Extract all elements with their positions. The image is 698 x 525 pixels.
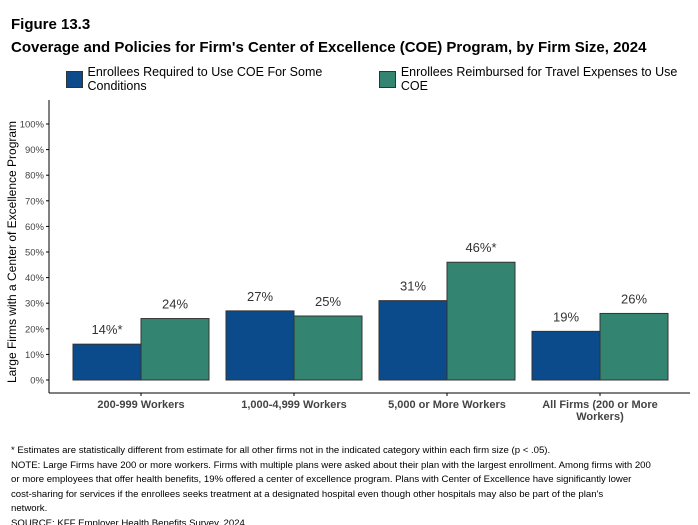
y-tick-label: 40% xyxy=(25,273,45,284)
bar-required xyxy=(531,330,601,381)
note-line: network. xyxy=(11,503,48,515)
x-tick-label: 200-999 Workers xyxy=(97,399,184,411)
y-tick-label: 50% xyxy=(25,248,45,259)
bar-reimbursed xyxy=(446,261,516,381)
data-label: 24% xyxy=(162,297,188,312)
figure-label: Figure 13.3 xyxy=(11,16,91,33)
bar-reimbursed xyxy=(140,318,210,381)
legend-swatch-reimbursed xyxy=(379,70,396,88)
bar-required xyxy=(378,300,448,381)
data-label: 14%* xyxy=(91,322,122,337)
legend: Enrollees Required to Use COE For Some C… xyxy=(66,65,698,93)
y-tick-label: 20% xyxy=(25,324,45,335)
y-axis-label: Large Firms with a Center of Excellence … xyxy=(5,121,19,383)
note-line: NOTE: Large Firms have 200 or more worke… xyxy=(11,459,651,471)
x-tick-label: 5,000 or More Workers xyxy=(388,399,506,411)
legend-label-reimbursed: Enrollees Reimbursed for Travel Expenses… xyxy=(400,65,678,93)
note-line: SOURCE: KFF Employer Health Benefits Sur… xyxy=(11,517,245,525)
x-tick-label: All Firms (200 or More xyxy=(542,399,658,411)
chart-notes: * Estimates are statistically different … xyxy=(11,444,691,525)
y-tick-label: 70% xyxy=(25,196,45,207)
y-tick-label: 100% xyxy=(20,120,45,131)
data-label: 26% xyxy=(621,291,647,306)
data-label: 27% xyxy=(247,289,273,304)
y-tick-label: 60% xyxy=(25,222,45,233)
legend-swatch-required xyxy=(66,70,83,88)
y-tick-label: 30% xyxy=(25,299,45,310)
note-line: * Estimates are statistically different … xyxy=(11,445,551,456)
x-tick-label: 1,000-4,999 Workers xyxy=(241,399,347,411)
bar-required xyxy=(72,343,142,381)
note-line: cost-sharing for services if the enrolle… xyxy=(11,488,604,500)
bar-reimbursed xyxy=(599,312,669,381)
y-tick-label: 0% xyxy=(30,376,44,387)
y-tick-label: 10% xyxy=(25,350,45,361)
chart-title: Coverage and Policies for Firm's Center … xyxy=(11,39,647,56)
data-label: 46%* xyxy=(465,240,496,255)
legend-label-required: Enrollees Required to Use COE For Some C… xyxy=(87,65,323,93)
y-tick-label: 80% xyxy=(25,171,45,182)
note-line: or more employees that offer health bene… xyxy=(11,474,632,486)
x-tick-label: Workers) xyxy=(576,411,624,423)
data-label: 19% xyxy=(553,309,579,324)
y-tick-label: 90% xyxy=(25,145,45,156)
bar-reimbursed xyxy=(293,315,363,381)
bar-required xyxy=(225,310,295,381)
data-label: 31% xyxy=(400,279,426,294)
data-label: 25% xyxy=(315,294,341,309)
